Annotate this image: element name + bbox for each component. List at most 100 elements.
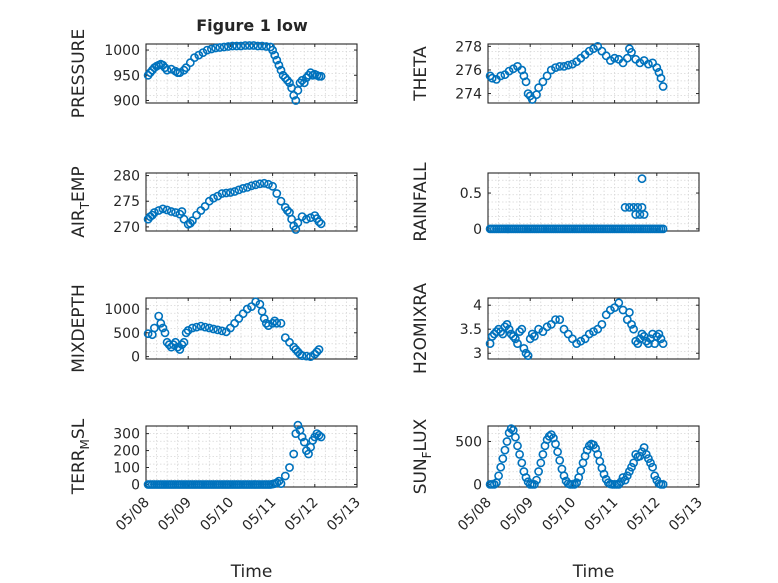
data-point: [177, 340, 187, 350]
data-point: [215, 43, 225, 52]
data-point: [644, 454, 653, 463]
data-point: [209, 324, 218, 334]
data-point: [154, 206, 164, 215]
ylabel-7: SUNFLUX: [411, 418, 434, 494]
axes-frame: [487, 425, 700, 488]
data-point: [285, 78, 294, 88]
data-point: [513, 339, 522, 348]
data-point: [595, 456, 605, 466]
data-point: [297, 351, 307, 361]
x-tick-label: 05/09: [155, 495, 195, 535]
y-tick-label: 280: [113, 169, 140, 185]
data-point: [502, 437, 512, 446]
data-point: [644, 59, 653, 69]
data-point: [597, 46, 607, 56]
data-point: [496, 71, 506, 81]
data-point: [272, 478, 282, 488]
y-tick-label: 500: [455, 434, 482, 450]
data-point: [597, 319, 607, 329]
data-point: [538, 77, 548, 87]
x-tick-label: 05/10: [197, 495, 237, 535]
data-point: [295, 78, 305, 88]
data-point: [627, 47, 636, 57]
data-point: [551, 439, 560, 449]
grid-4: [146, 298, 357, 359]
data-point: [614, 298, 624, 308]
subplot-theta: 274 276 278 THETA: [411, 39, 700, 104]
data-point: [211, 43, 220, 53]
data-point: [192, 210, 201, 220]
data-point: [511, 334, 520, 344]
data-point: [555, 62, 565, 71]
data-point: [228, 41, 237, 51]
data-point: [272, 55, 282, 65]
x-tick-label: 05/13: [324, 495, 364, 535]
series-markers-4: [143, 297, 324, 361]
y-tick-label: 0: [131, 477, 140, 493]
y-tick-label: 200: [113, 444, 140, 460]
data-point: [270, 50, 280, 60]
data-point: [314, 345, 324, 354]
data-point: [293, 218, 303, 228]
data-point: [648, 462, 657, 472]
data-point: [240, 41, 250, 50]
x-tick-label: 05/08: [113, 495, 153, 535]
data-point: [276, 318, 286, 328]
y-tick-label: 3: [473, 346, 482, 362]
data-point: [523, 351, 533, 360]
data-point: [551, 63, 560, 72]
grid-7: [488, 426, 699, 487]
y-tick-label: 270: [113, 220, 140, 236]
data-point: [517, 324, 527, 334]
data-point: [551, 315, 560, 324]
data-point: [658, 224, 668, 234]
data-point: [149, 323, 159, 333]
series-markers-1: [485, 42, 668, 104]
subplot-mixdepth: 0 500 1000 MIXDEPTH: [69, 284, 358, 373]
series-markers-3: [485, 174, 668, 234]
data-point: [289, 449, 299, 459]
data-point: [299, 78, 309, 88]
data-point: [187, 323, 197, 333]
x-tick-label: 05/11: [240, 495, 280, 535]
data-point: [289, 91, 299, 100]
data-point: [627, 462, 636, 472]
data-point: [225, 188, 235, 197]
data-point: [641, 449, 651, 459]
data-point: [656, 73, 666, 83]
data-point: [177, 207, 187, 216]
data-point: [629, 324, 638, 334]
subplot-pressure: 900 950 1000 PRESSURE: [69, 29, 358, 118]
data-point: [282, 206, 292, 215]
data-point: [314, 430, 324, 440]
data-point: [519, 343, 529, 353]
data-point: [196, 321, 206, 331]
series-markers-0: [143, 41, 326, 105]
data-point: [192, 322, 201, 332]
data-point: [185, 58, 195, 68]
data-point: [259, 314, 269, 323]
data-point: [297, 212, 307, 221]
data-point: [610, 53, 619, 63]
data-point: [206, 44, 216, 54]
data-point: [166, 207, 176, 216]
data-point: [506, 424, 516, 433]
xlabel-7: Time: [572, 562, 615, 582]
data-point: [622, 53, 632, 63]
data-point: [534, 467, 543, 476]
data-point: [158, 60, 168, 70]
data-point: [196, 206, 206, 215]
ylabel-5: H2OMIXRA: [411, 283, 431, 374]
data-point: [555, 455, 565, 465]
data-point: [314, 217, 324, 227]
data-point: [650, 471, 660, 481]
data-point: [158, 204, 168, 214]
data-point: [496, 462, 506, 472]
data-point: [204, 323, 214, 333]
data-point: [238, 309, 248, 319]
data-point: [530, 479, 539, 489]
data-point: [521, 348, 531, 358]
data-point: [263, 179, 273, 189]
y-tick-label: 274: [455, 87, 482, 103]
data-point: [530, 331, 539, 341]
